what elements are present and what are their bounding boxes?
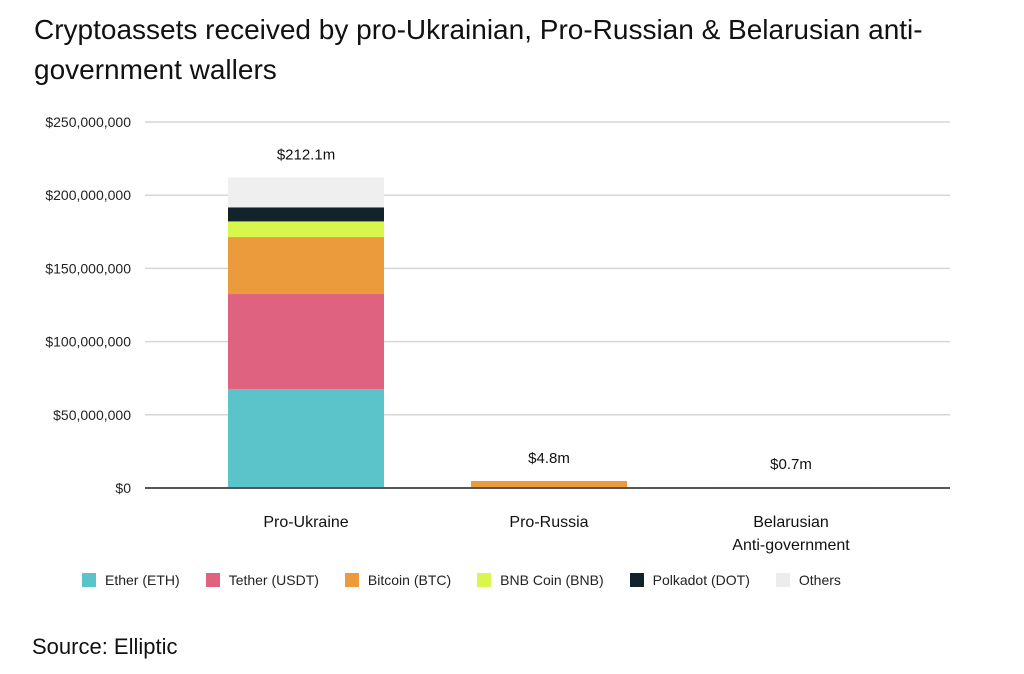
y-tick-label: $0 bbox=[115, 480, 131, 496]
x-tick-label: Pro-Ukraine bbox=[263, 514, 348, 531]
legend-swatch bbox=[775, 573, 790, 587]
source-note: Source: Elliptic bbox=[32, 634, 178, 659]
legend-label: Others bbox=[798, 572, 841, 588]
total-label: $212.1m bbox=[277, 146, 335, 163]
y-tick-label: $150,000,000 bbox=[45, 260, 131, 276]
legend-swatch bbox=[205, 573, 220, 587]
legend-label: BNB Coin (BNB) bbox=[500, 572, 604, 588]
legend-swatch bbox=[477, 573, 492, 587]
legend-swatch bbox=[344, 573, 359, 587]
legend-item: BNB Coin (BNB) bbox=[477, 572, 604, 588]
legend-label: Ether (ETH) bbox=[105, 572, 180, 588]
y-tick-label: $200,000,000 bbox=[45, 187, 131, 203]
legend-swatch bbox=[629, 573, 644, 587]
legend-item: Others bbox=[775, 572, 841, 588]
legend-swatch bbox=[82, 573, 96, 587]
y-tick-label: $100,000,000 bbox=[45, 334, 131, 350]
legend-item: Polkadot (DOT) bbox=[629, 572, 750, 588]
bar-segment-tether bbox=[228, 294, 384, 390]
bar-segment-others bbox=[228, 177, 384, 208]
legend-label: Bitcoin (BTC) bbox=[367, 572, 452, 588]
total-label: $4.8m bbox=[528, 450, 570, 467]
y-tick-label: $50,000,000 bbox=[53, 407, 131, 423]
legend-item: Bitcoin (BTC) bbox=[344, 572, 452, 588]
y-tick-label: $250,000,000 bbox=[45, 114, 131, 130]
x-tick-label: Pro-Russia bbox=[509, 514, 588, 531]
bar-segment-bitcoin bbox=[228, 237, 384, 295]
legend-item: Tether (USDT) bbox=[205, 572, 319, 588]
bar-segment-bitcoin bbox=[471, 480, 627, 488]
legend-label: Polkadot (DOT) bbox=[652, 572, 750, 588]
legend-item: Ether (ETH) bbox=[82, 572, 180, 588]
bar-segment-bnb bbox=[228, 221, 384, 238]
bar-segment-ether bbox=[228, 389, 384, 488]
chart-title: Cryptoassets received by pro-Ukrainian, … bbox=[34, 14, 923, 85]
bar-segment-polkadot bbox=[228, 207, 384, 222]
x-tick-label: Belarusian Anti-government bbox=[732, 514, 850, 554]
legend-label: Tether (USDT) bbox=[228, 572, 319, 588]
legend: Ether (ETH) Tether (USDT) Bitcoin (BTC) BNB… bbox=[82, 572, 867, 588]
total-label: $0.7m bbox=[770, 456, 812, 473]
